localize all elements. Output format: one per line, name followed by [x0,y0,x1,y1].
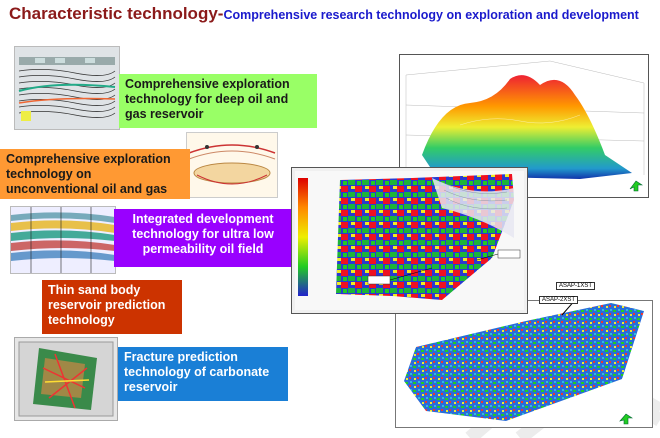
heatmap-callout-2 [497,249,521,259]
unconventional-diagram-thumbnail [186,132,278,198]
seismic-section-thumbnail [14,46,120,130]
navigation-arrow-icon-2 [619,413,633,425]
tech-box-ultra-low-permeability[interactable]: Integrated development technology for ul… [114,209,292,267]
heatmap-callout-1 [367,275,391,285]
fracture-map-thumbnail [14,337,118,421]
permeability-heatmap-window [291,167,528,314]
well-label-asap-2xst: ASAP-2XST [539,296,579,304]
tech-label-ultra-low-permeability: Integrated development technology for ul… [132,212,274,256]
page-title: Characteristic technology-Comprehensive … [9,4,639,24]
tech-label-fracture-carbonate: Fracture prediction technology of carbon… [124,350,270,394]
tech-box-thin-sand-body[interactable]: Thin sand body reservoir prediction tech… [42,280,182,334]
tech-box-deep-oil-gas[interactable]: Comprehensive exploration technology for… [119,74,317,128]
color-scale-bar [298,178,308,296]
title-subtitle: Comprehensive research technology on exp… [223,8,639,22]
tech-label-unconventional: Comprehensive exploration technology on … [6,152,171,196]
tech-box-fracture-carbonate[interactable]: Fracture prediction technology of carbon… [118,347,288,401]
well-label-asap-1xst: ASAP-1XST [556,282,596,290]
navigation-arrow-icon [629,180,643,192]
tech-label-thin-sand-body: Thin sand body reservoir prediction tech… [48,283,166,327]
tech-box-unconventional[interactable]: Comprehensive exploration technology on … [0,149,190,199]
layer-model-thumbnail [10,206,116,274]
tech-label-deep-oil-gas: Comprehensive exploration technology for… [125,77,290,121]
title-main: Characteristic technology- [9,4,224,23]
reservoir-3d-map-image [395,300,653,428]
